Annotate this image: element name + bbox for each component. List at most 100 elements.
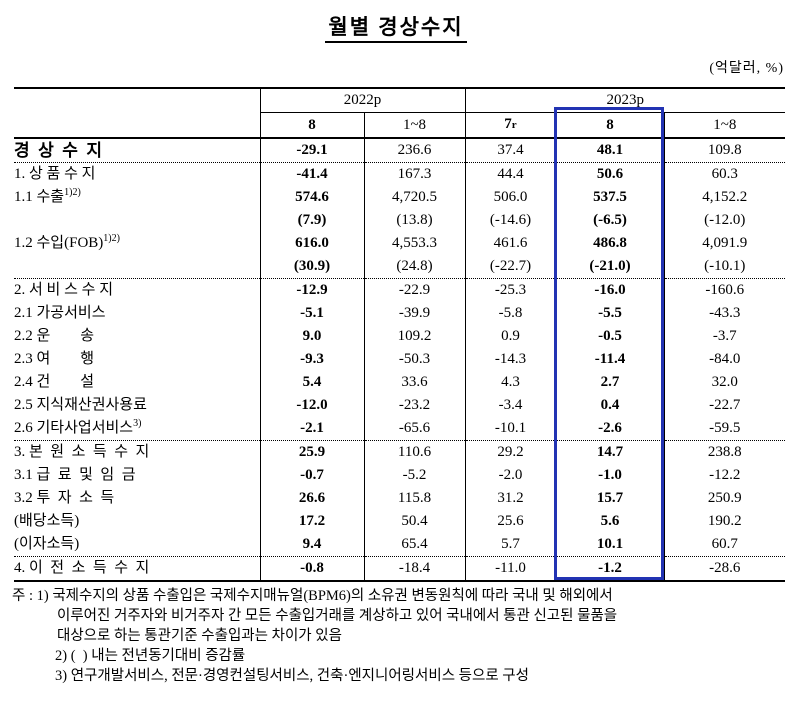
cell-value: 4.3 bbox=[464, 371, 556, 394]
cell-value: 9.4 bbox=[259, 533, 364, 557]
cell-value: 167.3 bbox=[363, 162, 465, 186]
cell-value: 5.6 bbox=[555, 510, 664, 533]
footnote-marker: 3) bbox=[133, 418, 142, 429]
current-account-table: 2022p 2023p 8 1~8 7r 8 1~8 경 상 수 지 -29.1 2… bbox=[14, 87, 786, 582]
cell-value: -2.0 bbox=[464, 464, 556, 487]
footnote-line: 주 : 1) 국제수지의 상품 수출입은 국제수지매뉴얼(BPM6)의 소유권 … bbox=[12, 588, 613, 604]
cell-value: -9.3 bbox=[259, 348, 364, 371]
table-row: (30.9) (24.8) (-22.7) (-21.0) (-10.1) bbox=[14, 255, 786, 279]
row-label: (이자소득) bbox=[14, 533, 260, 557]
cell-value: -5.1 bbox=[259, 302, 364, 325]
year-header-2023p: 2023p bbox=[464, 87, 786, 113]
revised-mark: r bbox=[511, 119, 517, 131]
cell-value: (30.9) bbox=[259, 255, 364, 279]
cell-value: 0.4 bbox=[555, 394, 664, 417]
row-label: 1. 상 품 수 지 bbox=[14, 166, 96, 182]
cell-value: -1.0 bbox=[555, 464, 664, 487]
table-row: 4. 이 전 소 득 수 지 -0.8 -18.4 -11.0 -1.2 -28.6 bbox=[14, 556, 786, 582]
table-row: 2.6 기타사업서비스3) -2.1 -65.6 -10.1 -2.6 -59.5 bbox=[14, 417, 786, 441]
row-label: 2.2 운 송 bbox=[14, 328, 95, 344]
cell-value: -25.3 bbox=[464, 278, 556, 302]
cell-value: 115.8 bbox=[363, 487, 465, 510]
cell-value: 10.1 bbox=[555, 533, 664, 557]
table-row: 2.3 여 행 -9.3 -50.3 -14.3 -11.4 -84.0 bbox=[14, 348, 786, 371]
cell-value: 33.6 bbox=[363, 371, 465, 394]
table-row: 2.2 운 송 9.0 109.2 0.9 -0.5 -3.7 bbox=[14, 325, 786, 348]
cell-value: -5.2 bbox=[363, 464, 465, 487]
col-header-2023-cum: 1~8 bbox=[663, 112, 786, 139]
table-row: 경 상 수 지 -29.1 236.6 37.4 48.1 109.8 bbox=[14, 138, 786, 163]
cell-value: -65.6 bbox=[363, 417, 465, 441]
cell-value: 574.6 bbox=[259, 186, 364, 209]
table-row: 3.2 투 자 소 득 26.6 115.8 31.2 15.7 250.9 bbox=[14, 487, 786, 510]
cell-value: 50.6 bbox=[555, 162, 664, 186]
cell-value: 29.2 bbox=[464, 440, 556, 464]
cell-value: 5.7 bbox=[464, 533, 556, 557]
cell-value: 25.9 bbox=[259, 440, 364, 464]
table-row: 3.1 급 료 및 임 금 -0.7 -5.2 -2.0 -1.0 -12.2 bbox=[14, 464, 786, 487]
row-label: 2.4 건 설 bbox=[14, 374, 95, 390]
cell-value: -160.6 bbox=[663, 278, 786, 302]
cell-value: -14.3 bbox=[464, 348, 556, 371]
cell-value: 190.2 bbox=[663, 510, 786, 533]
row-label bbox=[14, 255, 260, 279]
cell-value: 32.0 bbox=[663, 371, 786, 394]
cell-value: 236.6 bbox=[363, 138, 465, 163]
cell-value: (-10.1) bbox=[663, 255, 786, 279]
row-label: (배당소득) bbox=[14, 513, 80, 529]
year-header-2022p: 2022p bbox=[260, 87, 465, 113]
cell-value: -50.3 bbox=[363, 348, 465, 371]
cell-value: 60.7 bbox=[663, 533, 786, 557]
table-row: 2.1 가공서비스 -5.1 -39.9 -5.8 -5.5 -43.3 bbox=[14, 302, 786, 325]
row-label: 2.3 여 행 bbox=[14, 351, 95, 367]
cell-value: 5.4 bbox=[259, 371, 364, 394]
cell-value: (-6.5) bbox=[555, 209, 664, 232]
cell-value: (13.8) bbox=[363, 209, 465, 232]
cell-value: 9.0 bbox=[259, 325, 364, 348]
table-row: (이자소득) 9.4 65.4 5.7 10.1 60.7 bbox=[14, 533, 786, 557]
cell-value: (-21.0) bbox=[555, 255, 664, 279]
cell-value: -16.0 bbox=[555, 278, 664, 302]
row-label: 2. 서 비 스 수 지 bbox=[14, 282, 114, 298]
cell-value: -10.1 bbox=[464, 417, 556, 441]
cell-value: 65.4 bbox=[363, 533, 465, 557]
cell-value: 4,091.9 bbox=[663, 232, 786, 255]
cell-value: -2.1 bbox=[259, 417, 364, 441]
cell-value: 26.6 bbox=[259, 487, 364, 510]
cell-value: 506.0 bbox=[464, 186, 556, 209]
cell-value: -12.2 bbox=[663, 464, 786, 487]
row-label: 3. 본 원 소 득 수 지 bbox=[14, 444, 150, 460]
footnote-line: 2) ( ) 내는 전년동기대비 증감률 bbox=[55, 648, 246, 664]
cell-value: 537.5 bbox=[555, 186, 664, 209]
footnotes: 주 : 1) 국제수지의 상품 수출입은 국제수지매뉴얼(BPM6)의 소유권 … bbox=[12, 586, 786, 686]
table-row: (배당소득) 17.2 50.4 25.6 5.6 190.2 bbox=[14, 510, 786, 533]
footnote-line: 이루어진 거주자와 비거주자 간 모든 수출입거래를 계상하고 있어 국내에서 … bbox=[57, 608, 618, 624]
table-row: 2.5 지식재산권사용료 -12.0 -23.2 -3.4 0.4 -22.7 bbox=[14, 394, 786, 417]
cell-value: -29.1 bbox=[259, 138, 364, 163]
cell-value: -1.2 bbox=[555, 556, 664, 582]
cell-value: -3.4 bbox=[464, 394, 556, 417]
cell-value: 4,152.2 bbox=[663, 186, 786, 209]
footnote-line: 3) 연구개발서비스, 전문·경영컨설팅서비스, 건축·엔지니어링서비스 등으로… bbox=[55, 668, 529, 684]
row-label: 4. 이 전 소 득 수 지 bbox=[14, 556, 260, 582]
cell-value: 15.7 bbox=[555, 487, 664, 510]
cell-value: (-12.0) bbox=[663, 209, 786, 232]
cell-value: 238.8 bbox=[663, 440, 786, 464]
row-label bbox=[14, 209, 260, 232]
cell-value: 0.9 bbox=[464, 325, 556, 348]
cell-value: -5.5 bbox=[555, 302, 664, 325]
row-label: 1.1 수출1)2) bbox=[14, 187, 81, 206]
table-body: 경 상 수 지 -29.1 236.6 37.4 48.1 109.8 1. 상 품 수 지… bbox=[14, 138, 786, 582]
cell-value: 31.2 bbox=[464, 487, 556, 510]
cell-value: 37.4 bbox=[464, 138, 556, 163]
cell-value: 44.4 bbox=[464, 162, 556, 186]
cell-value: -59.5 bbox=[663, 417, 786, 441]
cell-value: -11.4 bbox=[555, 348, 664, 371]
cell-value: 616.0 bbox=[259, 232, 364, 255]
month-header-row: 8 1~8 7r 8 1~8 bbox=[14, 112, 786, 139]
footnote-marker: 1)2) bbox=[64, 187, 81, 198]
cell-value: 4,553.3 bbox=[363, 232, 465, 255]
col-header-2023-jul: 7r bbox=[464, 112, 556, 139]
row-label: 2.6 기타사업서비스3) bbox=[14, 417, 260, 441]
